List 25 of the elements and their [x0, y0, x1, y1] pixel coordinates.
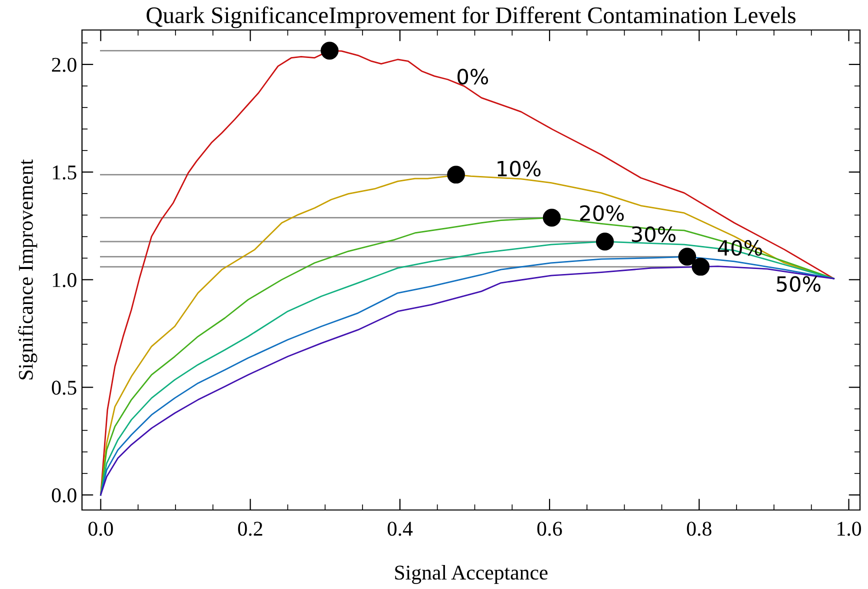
y-tick-label: 1.5 [52, 166, 76, 180]
x-tick-label: 0.0 [88, 522, 113, 536]
y-axis-title: Significance Improvement [18, 159, 38, 380]
y-tick-label: 0.5 [52, 380, 76, 395]
series-label: 50% [776, 276, 820, 292]
point [692, 258, 710, 276]
series-label: 0% [458, 68, 488, 84]
point [678, 248, 696, 266]
series-label: 20% [580, 205, 624, 221]
point [320, 42, 339, 60]
x-tick-label: 0.8 [686, 522, 712, 536]
series-label: 30% [632, 226, 676, 242]
y-tick-label: 2.0 [52, 58, 76, 72]
y-tick-label: 0.0 [52, 488, 76, 502]
point [596, 232, 614, 250]
y-tick-label: 1.0 [52, 273, 76, 288]
series-label: 10% [498, 160, 541, 177]
x-tick-label: 1.0 [838, 522, 862, 536]
chart-title: Quark SignificanceImprovement for Different Contamination Levels [146, 6, 796, 28]
point [542, 208, 561, 227]
point [447, 166, 465, 184]
x-axis-title: Signal Acceptance [395, 565, 548, 584]
x-tick-label: 0.2 [238, 522, 262, 536]
x-tick-label: 0.4 [388, 522, 413, 536]
x-tick-label: 0.6 [537, 522, 562, 536]
